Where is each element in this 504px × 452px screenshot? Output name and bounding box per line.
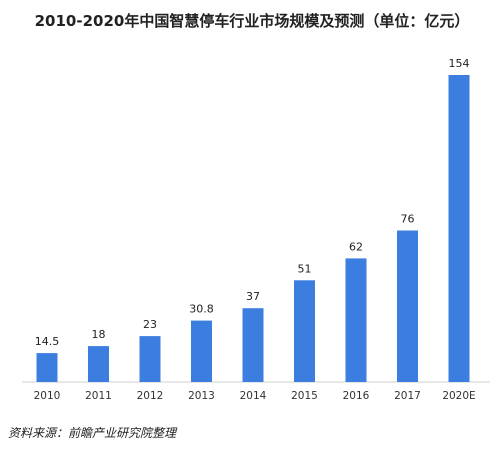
tick-label-2012: 2012 <box>137 390 164 402</box>
bar-2013 <box>191 320 212 382</box>
value-label-2016: 62 <box>349 240 363 253</box>
value-label-2017: 76 <box>401 213 415 226</box>
value-label-2012: 23 <box>143 318 157 331</box>
tick-label-2014: 2014 <box>240 390 267 402</box>
tick-label-2015: 2015 <box>291 390 318 402</box>
bar-2012 <box>139 336 161 382</box>
source-note: 资料来源：前瞻产业研究院整理 <box>8 426 177 440</box>
bar-2020E <box>448 75 470 382</box>
value-label-2020E: 154 <box>449 57 470 70</box>
tick-label-2017: 2017 <box>394 390 421 402</box>
bar-2015 <box>294 280 315 382</box>
value-label-2011: 18 <box>92 328 106 341</box>
tick-label-2020E: 2020E <box>442 390 475 402</box>
bar-2014 <box>242 308 264 382</box>
tick-label-2011: 2011 <box>85 390 112 402</box>
value-label-2010: 14.5 <box>35 335 60 348</box>
value-label-2014: 37 <box>246 290 260 303</box>
bar-2010 <box>36 353 58 382</box>
tick-label-2010: 2010 <box>34 390 61 402</box>
chart-title: 2010-2020年中国智慧停车行业市场规模及预测（单位：亿元） <box>34 12 470 30</box>
bar-2016 <box>345 258 367 382</box>
value-label-2015: 51 <box>298 262 312 275</box>
bar-2011 <box>88 346 109 382</box>
tick-label-2013: 2013 <box>188 390 215 402</box>
bar-2017 <box>397 230 418 382</box>
tick-label-2016: 2016 <box>343 390 370 402</box>
value-label-2013: 30.8 <box>189 303 214 316</box>
